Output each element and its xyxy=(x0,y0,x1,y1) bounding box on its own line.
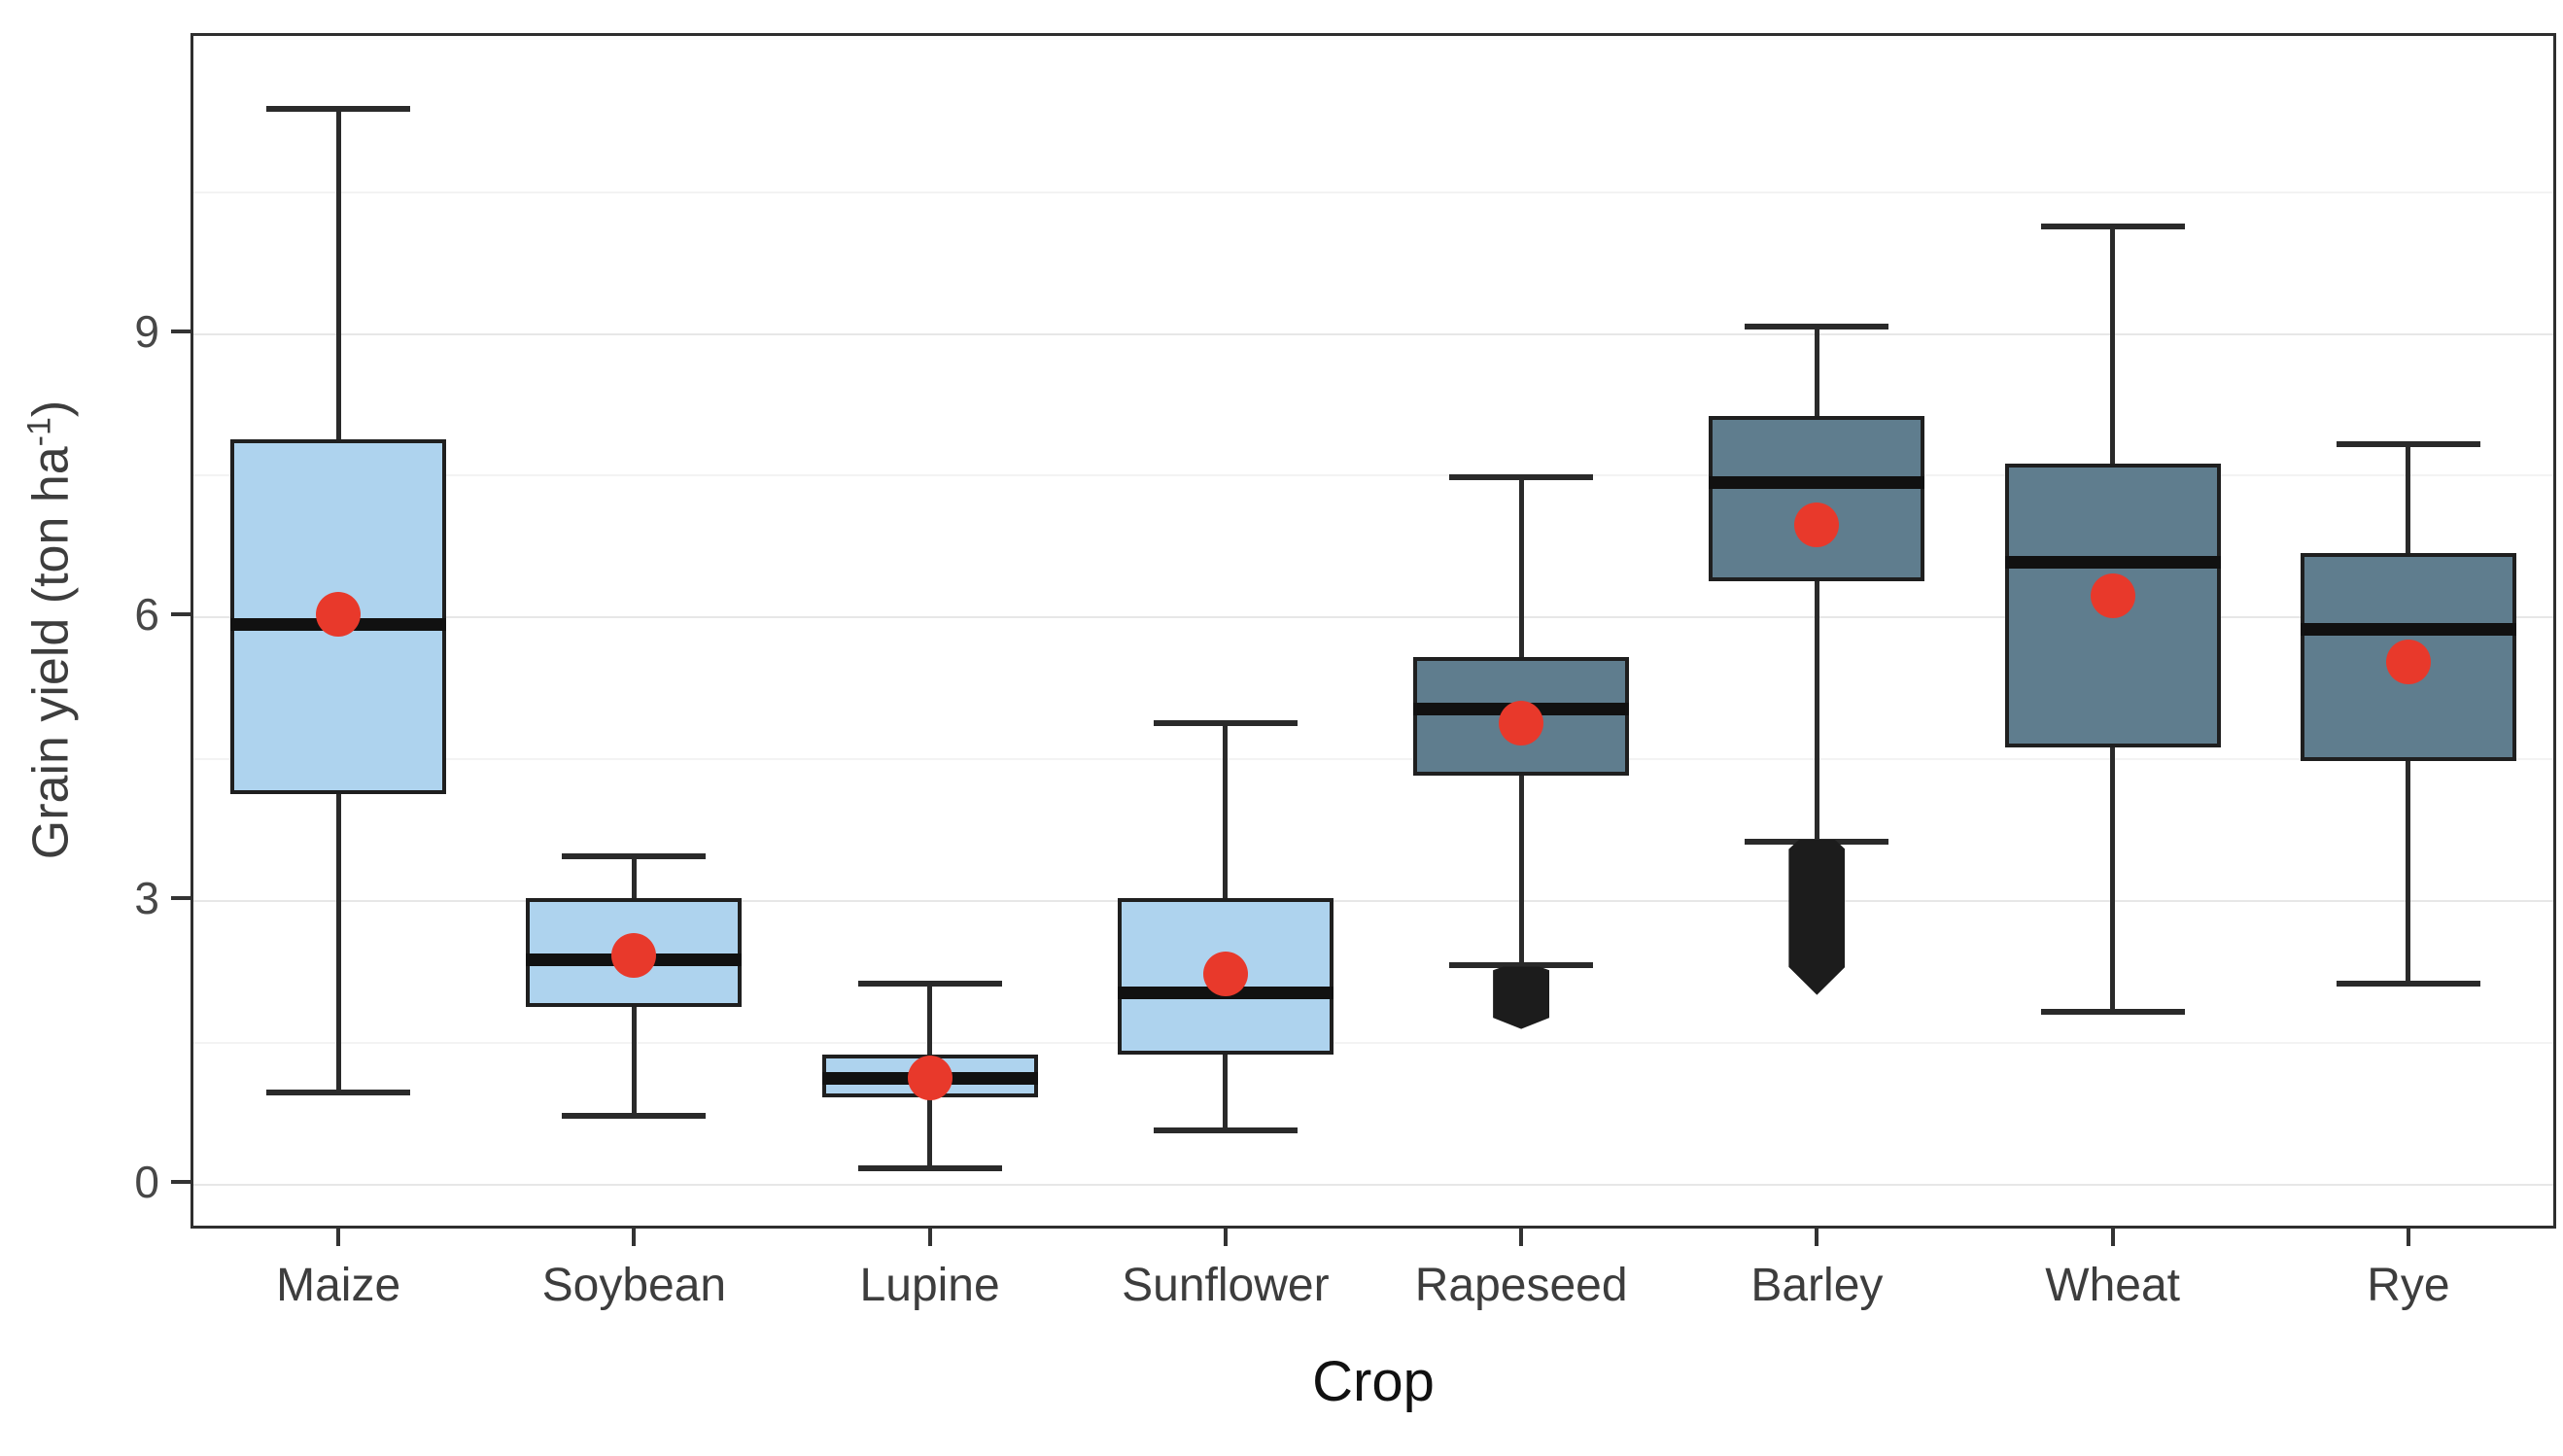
y-axis-tick xyxy=(171,896,190,901)
outlier-cluster xyxy=(1493,966,1550,1029)
x-axis-category-label: Barley xyxy=(1750,1260,1884,1311)
y-axis-title-suffix: ) xyxy=(22,399,80,418)
whisker-cap-bottom xyxy=(1153,1127,1298,1133)
whisker-line xyxy=(1814,326,1819,842)
whisker-cap-top xyxy=(1449,474,1594,481)
whisker-cap-top xyxy=(2040,224,2185,230)
whisker-cap-bottom xyxy=(2336,980,2480,987)
x-axis-tick xyxy=(336,1229,341,1246)
x-axis-category-label: Sunflower xyxy=(1122,1260,1330,1311)
whisker-cap-top xyxy=(266,105,411,112)
whisker-cap-bottom xyxy=(857,1164,1002,1171)
gridline-minor xyxy=(193,191,2553,193)
y-axis-tick-label: 6 xyxy=(134,589,159,641)
whisker-cap-bottom xyxy=(266,1089,411,1095)
iqr-box xyxy=(2300,553,2516,762)
whisker-cap-top xyxy=(1745,323,1889,329)
whisker-cap-bottom xyxy=(562,1113,707,1120)
median-line xyxy=(1709,475,1925,489)
x-axis-category-label: Maize xyxy=(276,1260,401,1311)
gridline-major xyxy=(193,332,2553,335)
x-axis-tick xyxy=(2406,1229,2410,1246)
median-line xyxy=(2004,556,2221,570)
median-line xyxy=(2300,622,2516,636)
gridline-minor xyxy=(193,474,2553,477)
gridline-major xyxy=(193,1184,2553,1187)
whisker-cap-top xyxy=(1153,720,1298,727)
y-axis-tick xyxy=(171,612,190,617)
x-axis-tick xyxy=(1519,1229,1524,1246)
x-axis-category-label: Soybean xyxy=(541,1260,727,1311)
mean-point xyxy=(1202,952,1248,997)
y-axis-tick xyxy=(171,329,190,333)
gridline-minor xyxy=(193,1042,2553,1045)
y-axis-title-text: Grain yield (ton ha xyxy=(22,446,80,860)
y-axis-tick-label: 0 xyxy=(134,1157,159,1208)
y-axis-tick xyxy=(171,1180,190,1185)
outlier-cluster xyxy=(1788,840,1846,995)
x-axis-tick xyxy=(632,1229,637,1246)
y-axis-title-superscript: -1 xyxy=(20,417,58,447)
x-axis-category-label: Lupine xyxy=(859,1260,1000,1311)
whisker-cap-top xyxy=(562,852,707,859)
x-axis-category-label: Wheat xyxy=(2045,1260,2180,1311)
mean-point xyxy=(611,932,657,978)
x-axis-tick xyxy=(1223,1229,1228,1246)
y-axis-title: Grain yield (ton ha-1) xyxy=(20,400,80,859)
x-axis-category-label: Rapeseed xyxy=(1414,1260,1628,1311)
mean-point xyxy=(907,1056,952,1101)
gridline-major xyxy=(193,616,2553,619)
y-axis-tick-label: 3 xyxy=(134,873,159,924)
x-axis-tick xyxy=(2110,1229,2115,1246)
whisker-cap-bottom xyxy=(2040,1009,2185,1016)
iqr-box xyxy=(1709,416,1925,582)
gridline-major xyxy=(193,900,2553,903)
whisker-cap-top xyxy=(2336,441,2480,448)
whisker-cap-bottom xyxy=(1449,961,1594,968)
x-axis-tick xyxy=(927,1229,932,1246)
whisker-cap-top xyxy=(857,980,1002,987)
x-axis-category-label: Rye xyxy=(2367,1260,2450,1311)
mean-point xyxy=(316,592,362,638)
mean-point xyxy=(2090,572,2135,618)
mean-point xyxy=(2385,640,2431,685)
x-axis-title: Crop xyxy=(1312,1350,1435,1413)
x-axis-tick xyxy=(1815,1229,1819,1246)
y-axis-tick-label: 9 xyxy=(134,305,159,357)
gridline-minor xyxy=(193,758,2553,761)
mean-point xyxy=(1499,701,1544,746)
mean-point xyxy=(1794,503,1840,547)
